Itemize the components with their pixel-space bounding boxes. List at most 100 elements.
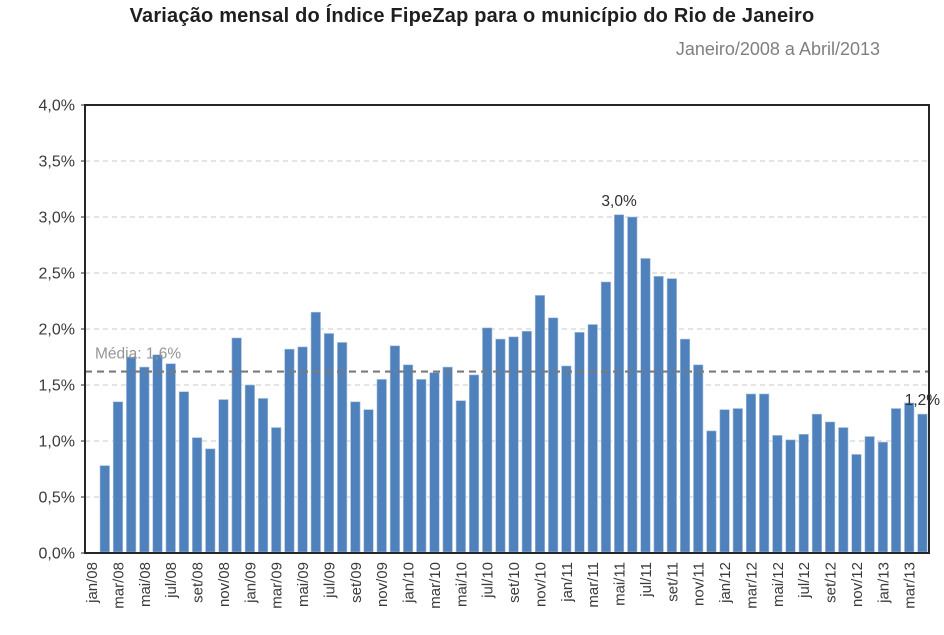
x-axis-tick-label: mar/11 (585, 562, 602, 608)
x-axis-tick-label: nov/08 (216, 562, 233, 607)
bar-dez/09 (389, 345, 400, 553)
bar-ago/09 (337, 342, 348, 553)
bar-mai/10 (455, 400, 466, 553)
bar-mar/13 (904, 402, 915, 553)
y-axis-tick-label: 1,0% (39, 434, 75, 451)
x-axis-tick-label: mar/12 (744, 562, 761, 609)
bar-jan/11 (561, 365, 572, 553)
bar-set/12 (825, 421, 836, 553)
bar-jan/10 (403, 364, 414, 553)
bar-jul/10 (482, 327, 493, 553)
x-axis-tick-label: set/09 (348, 562, 365, 603)
bar-abr/13 (917, 413, 928, 553)
bar-nov/10 (534, 295, 546, 553)
x-axis-tick-label: jan/12 (717, 562, 734, 604)
x-axis-tick-label: nov/12 (849, 562, 866, 607)
y-axis-tick-label: 2,5% (39, 266, 75, 283)
bar-mar/12 (745, 393, 757, 553)
y-axis-tick-label: 0,5% (39, 490, 75, 507)
bar-mai/12 (772, 435, 783, 553)
x-axis-tick-label: jul/11 (638, 562, 655, 598)
bar-mar/09 (271, 427, 282, 553)
bar-set/10 (508, 336, 519, 553)
bar-nov/09 (376, 379, 387, 553)
bar-mai/11 (614, 214, 625, 553)
bar-ago/10 (495, 338, 506, 553)
bar-jun/11 (627, 216, 638, 553)
bar-nov/08 (218, 399, 229, 553)
bar-jun/09 (310, 311, 321, 553)
bar-mai/09 (297, 346, 308, 553)
bar-set/09 (350, 401, 361, 553)
chart-title: Variação mensal do Índice FipeZap para o… (129, 5, 815, 27)
x-axis-tick-label: mai/11 (612, 562, 629, 606)
bar-value-annotation: 1,2% (905, 392, 941, 409)
bar-nov/12 (851, 454, 862, 553)
bar-out/12 (838, 427, 849, 553)
bar-out/10 (521, 330, 532, 553)
x-axis-tick-label: mar/08 (111, 562, 128, 609)
x-axis-tick-label: jul/09 (322, 562, 339, 599)
bar-dez/11 (706, 430, 717, 553)
bar-dez/10 (548, 317, 559, 553)
bar-fev/11 (574, 332, 585, 553)
bar-jul/11 (640, 258, 651, 553)
y-axis-tick-label: 3,5% (39, 154, 75, 171)
bar-value-annotation: 3,0% (601, 193, 637, 210)
y-axis-tick-label: 0,0% (39, 546, 75, 563)
x-axis-tick-label: mai/12 (770, 562, 787, 607)
x-axis-tick-label: nov/09 (374, 562, 391, 607)
bar-jan/12 (719, 409, 730, 553)
bar-jun/12 (785, 439, 796, 553)
y-axis-tick-label: 2,0% (39, 322, 75, 339)
bar-jul/08 (165, 363, 176, 553)
bar-fev/09 (257, 398, 269, 553)
x-axis-tick-label: jan/08 (84, 562, 101, 604)
bar-jul/12 (798, 433, 809, 553)
bar-ago/12 (811, 413, 822, 553)
y-axis-tick-label: 4,0% (39, 98, 75, 115)
x-axis-tick-label: nov/10 (533, 562, 550, 607)
bar-jun/08 (152, 354, 163, 553)
bar-mai/08 (139, 366, 150, 553)
bar-nov/11 (693, 364, 704, 553)
bar-fev/13 (890, 408, 902, 553)
bar-out/08 (205, 448, 216, 553)
bar-dez/08 (231, 337, 242, 553)
y-axis-tick-label: 3,0% (39, 210, 75, 227)
bar-abr/11 (600, 281, 611, 553)
bar-mar/11 (587, 324, 598, 553)
x-axis-tick-label: mar/09 (269, 562, 286, 609)
x-axis-tick-label: mar/13 (902, 562, 919, 609)
x-axis-tick-label: set/08 (190, 562, 207, 603)
x-axis-tick-label: jan/11 (559, 562, 576, 603)
bar-abr/08 (126, 356, 137, 553)
bar-fev/08 (99, 465, 110, 553)
bar-abr/10 (442, 366, 453, 553)
x-axis-tick-label: jan/09 (242, 562, 259, 604)
x-axis-tick-label: jul/10 (480, 562, 497, 599)
x-axis-tick-label: mai/09 (295, 562, 312, 607)
x-axis-tick-label: set/12 (823, 562, 840, 603)
x-axis-tick-label: jan/10 (401, 562, 418, 604)
average-line-label: Média: 1,6% (95, 346, 181, 363)
x-axis-tick-label: jan/13 (875, 562, 892, 604)
x-axis-tick-label: jul/08 (163, 562, 180, 599)
bar-jan/09 (244, 384, 255, 553)
bar-jul/09 (323, 333, 335, 553)
x-axis-tick-label: mar/10 (427, 562, 444, 609)
bar-fev/12 (732, 408, 743, 553)
bar-mar/08 (112, 401, 124, 553)
bar-dez/12 (864, 436, 875, 553)
x-axis-tick-label: mai/08 (137, 562, 154, 607)
bar-jan/13 (877, 441, 888, 553)
x-axis-tick-label: set/11 (664, 562, 681, 602)
bar-ago/11 (653, 276, 664, 553)
bar-jun/10 (468, 374, 480, 553)
y-axis-tick-label: 1,5% (39, 378, 75, 395)
bar-out/09 (363, 409, 374, 553)
x-axis-tick-label: nov/11 (691, 562, 708, 606)
bar-fev/10 (416, 379, 427, 553)
